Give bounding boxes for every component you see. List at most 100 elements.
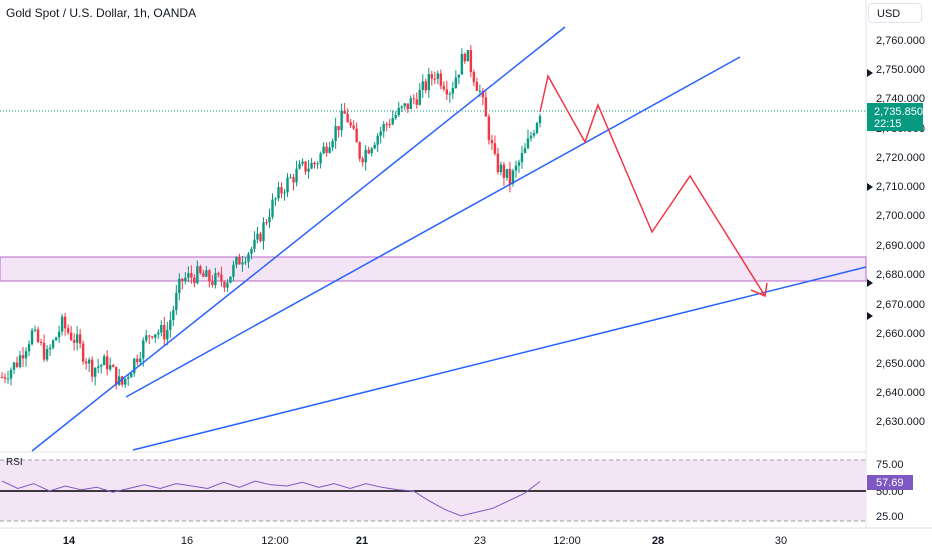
candle-body [229, 276, 232, 283]
candle-body [361, 158, 364, 163]
candle-body [328, 147, 331, 153]
candle-body [172, 310, 175, 320]
candle-body [523, 148, 527, 154]
candle-body [226, 282, 229, 288]
trendline-middle[interactable] [125, 56, 741, 398]
price-tick: 2,740.000 [876, 93, 925, 105]
rsi-tick: 75.00 [876, 459, 904, 471]
candle-body [178, 278, 181, 293]
candle-body [445, 89, 449, 95]
candle-body [283, 192, 286, 194]
time-axis[interactable]: 14 16 12:00 21 23 12:00 28 30 [63, 535, 787, 547]
candle-body [84, 361, 88, 364]
candle-body [478, 90, 482, 92]
price-tick: 2,660.000 [876, 328, 925, 340]
candle-body [133, 358, 136, 374]
candle-body [45, 349, 49, 360]
price-tick: 2,680.000 [876, 269, 925, 281]
candle-body [466, 50, 470, 62]
candle-body [412, 98, 415, 100]
candle-body [451, 88, 455, 94]
price-axis[interactable]: 2,760.0002,750.0002,740.0002,730.0002,72… [876, 35, 925, 428]
time-tick: 12:00 [553, 535, 581, 547]
trendline-lower[interactable] [132, 266, 867, 451]
candle-body [142, 340, 145, 359]
candle-body [33, 329, 37, 331]
candle-body [313, 162, 316, 165]
candle-body [42, 342, 46, 360]
candle-body [220, 274, 223, 282]
candle-body [247, 253, 250, 262]
price-tick: 2,670.000 [876, 299, 925, 311]
candle-body [81, 343, 85, 362]
candle-body [75, 334, 79, 343]
candle-body [127, 377, 130, 379]
candle-body [93, 367, 97, 377]
candle-body [160, 324, 163, 333]
candle-body [406, 103, 409, 109]
candle-body [253, 239, 256, 249]
candle-body [208, 270, 211, 282]
projection-path[interactable] [539, 73, 766, 297]
price-tick: 2,720.000 [876, 152, 925, 164]
time-tick: 23 [474, 535, 486, 547]
candle-body [433, 78, 437, 80]
candle-body [385, 124, 388, 126]
rsi-line [1, 480, 541, 517]
candle-body [532, 133, 536, 136]
candle-body [268, 216, 271, 223]
candle-body [388, 124, 391, 126]
candle-body [36, 329, 40, 342]
candle-body [202, 272, 205, 277]
candle-body [397, 107, 400, 116]
candle-body [244, 261, 247, 263]
candle-body [60, 316, 64, 332]
candle-body [217, 273, 220, 275]
candle-body [499, 164, 503, 173]
candle-body [280, 187, 283, 194]
trendline-steep[interactable] [31, 26, 566, 452]
support-zone[interactable] [0, 256, 867, 282]
candle-body [109, 365, 112, 370]
candle-body [307, 168, 310, 172]
axis-marker [867, 312, 873, 320]
candle-body [460, 53, 464, 75]
candle-body [18, 355, 22, 367]
rsi-tick: 25.00 [876, 511, 904, 523]
axis-marker [867, 279, 873, 287]
currency-button[interactable]: USD [868, 3, 922, 23]
candle-body [259, 233, 262, 242]
candle-body [187, 273, 190, 278]
candle-body [112, 365, 115, 367]
candle-body [274, 198, 277, 200]
candle-body [292, 177, 295, 183]
candle-body [343, 110, 346, 114]
candle-body [346, 113, 349, 123]
candle-body [238, 257, 241, 265]
candle-body [21, 355, 25, 359]
candle-body [367, 149, 370, 154]
candle-body [66, 328, 70, 333]
candle-body [6, 378, 10, 380]
candle-body [301, 161, 304, 164]
candle-body [199, 266, 202, 273]
candle-body [121, 376, 124, 385]
candle-body [24, 351, 28, 359]
candle-body [169, 319, 172, 330]
candle-body [538, 116, 542, 124]
candle-body [175, 292, 178, 311]
candle-body [310, 162, 313, 169]
candle-body [166, 329, 169, 340]
candle-body [54, 337, 58, 341]
candle-body [181, 278, 184, 281]
price-tick: 2,750.000 [876, 64, 925, 76]
candle-body [99, 365, 103, 367]
candle-body [364, 149, 367, 163]
candle-body [457, 74, 461, 78]
candle-body [403, 103, 406, 107]
candle-body [69, 332, 73, 340]
candle-body [502, 164, 506, 178]
candle-body [370, 148, 373, 154]
candle-body [124, 378, 127, 385]
